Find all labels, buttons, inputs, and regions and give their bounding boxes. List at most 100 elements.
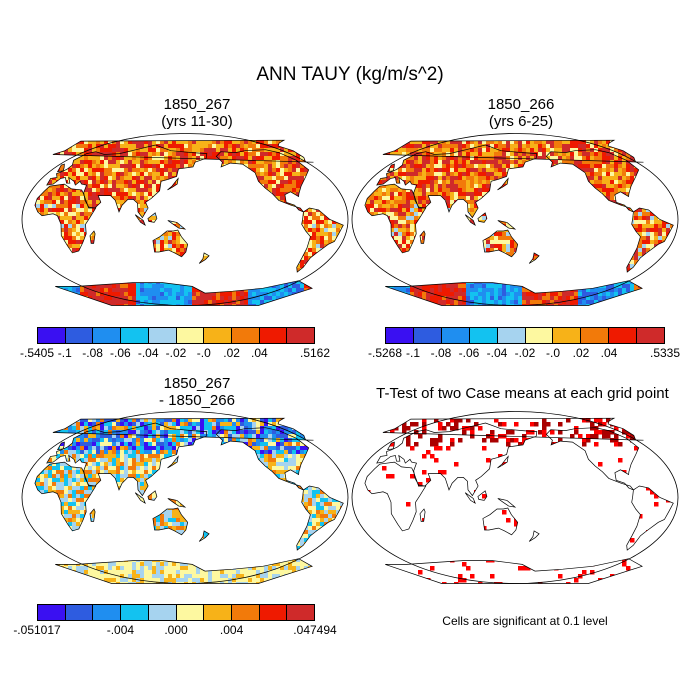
colorbar-swatch [204,328,232,343]
colorbar-tick-label: -.004 [106,623,135,637]
coastline-nz [198,252,210,264]
coastline-namerica [545,149,640,213]
coastline-antarctica [55,558,313,584]
coastline-australia [152,507,189,536]
colorbar-swatch [441,328,470,343]
coastline-madagascar [419,508,426,522]
coastline-japan [167,177,179,191]
coastline-newguinea [497,220,517,230]
coastline-sumatra [464,214,476,227]
colorbar-tick-label: .5162 [299,346,331,360]
colorbar-tick-label: -.06 [110,346,131,360]
map-border [21,133,349,306]
colorbar-tick-label: .02 [223,346,240,360]
coastline-greenland [382,139,644,163]
coastline-uk [386,163,395,173]
colorbar-tick-label: -.5405 [19,346,55,360]
coastline-africa [34,183,97,254]
coastline-newguinea [497,498,517,508]
coastline-uk [386,441,395,451]
colorbar-swatch [204,605,232,620]
coastline-nz [528,530,540,542]
colorbar-tick-label: -.02 [514,346,536,360]
colorbar-swatch [231,328,260,343]
coastline-greenland [52,417,314,441]
colorbar-tick-label: .004 [219,623,244,637]
coastline-africa [34,461,97,532]
colorbar-tick-label: -.08 [430,346,452,360]
coastline-sumatra [464,492,476,505]
colorbar-swatch [121,328,149,343]
colorbar-tick-label: -.1 [405,346,421,360]
colorbar-swatch [469,328,498,343]
coastline-samerica [626,485,674,551]
colorbar-swatch [121,605,149,620]
coastline-japan [167,455,179,469]
colorbar-swatch [413,328,442,343]
coastline-australia [152,229,189,258]
colorbar-top-right [385,327,665,344]
panel-title-bottom-left: 1850_267 - 1850_266 [159,375,235,409]
colorbar-tick-label: -.1 [57,346,72,360]
coastline-sumatra [134,214,146,227]
coastline-borneo [147,212,158,223]
coastline-borneo [477,490,488,501]
coastline-australia [482,507,519,536]
coastline-antarctica [385,280,643,306]
coastline-greenland [52,139,314,163]
colorbar-swatch [525,328,554,343]
coastline-antarctica [55,280,313,306]
map-top-right [351,133,679,306]
coastline-uk [56,441,65,451]
colorbar-tick-label: -.5268 [367,346,403,360]
colorbar-swatch [609,328,638,343]
colorbar-tick-label: -.04 [486,346,508,360]
map-border [21,411,349,584]
colorbar-swatch [148,328,177,343]
map-bottom-right [351,411,679,584]
colorbar-tick-label: .000 [164,623,188,637]
coastline-sumatra [134,492,146,505]
colorbar-tick-label: -.0 [545,346,561,360]
panel-title-bottom-right: T-Test of two Case means at each grid po… [376,385,669,402]
coastline-samerica [626,207,674,273]
coastline-borneo [477,212,488,223]
coastline-samerica [296,207,344,273]
colorbar-swatch [38,328,66,343]
panel-title-top-right: 1850_266 (yrs 6-25) [487,96,555,130]
colorbar-tick-label: -.06 [458,346,480,360]
colorbar-top-left [37,327,315,344]
colorbar-tick-label: -.08 [82,346,103,360]
map-border [351,133,679,306]
colorbar-swatch [553,328,582,343]
coastline-newguinea [167,220,187,230]
colorbar-tick-label: -.051017 [13,623,61,637]
panel-title-top-left: 1850_267 (yrs 11-30) [161,96,233,130]
coastline-nz [198,530,210,542]
coastline-borneo [147,490,158,501]
coastline-greenland [382,417,644,441]
map-border [351,411,679,584]
colorbar-tick-label: -.02 [165,346,187,360]
coastline-namerica [545,427,640,491]
coastline-uk [56,163,65,173]
coastline-japan [497,455,509,469]
coastline-madagascar [419,230,426,244]
colorbar-swatch [259,605,288,620]
figure-title: ANN TAUY (kg/m/s^2) [256,64,444,85]
coastline-namerica [215,149,310,213]
colorbar-swatch [38,605,66,620]
map-bottom-left [21,411,349,584]
coastline-australia [482,229,519,258]
coastline-antarctica [385,558,643,584]
colorbar-swatch [231,605,260,620]
coastline-eurasia [46,422,208,497]
colorbar-tick-label: -.04 [137,346,159,360]
colorbar-swatch [581,328,610,343]
colorbar-swatch [176,328,205,343]
colorbar-tick-label: .047494 [293,623,337,637]
colorbar-tick-label: .02 [572,346,590,360]
colorbar-swatch [148,605,177,620]
coastline-nz [528,252,540,264]
colorbar-swatch [386,328,414,343]
